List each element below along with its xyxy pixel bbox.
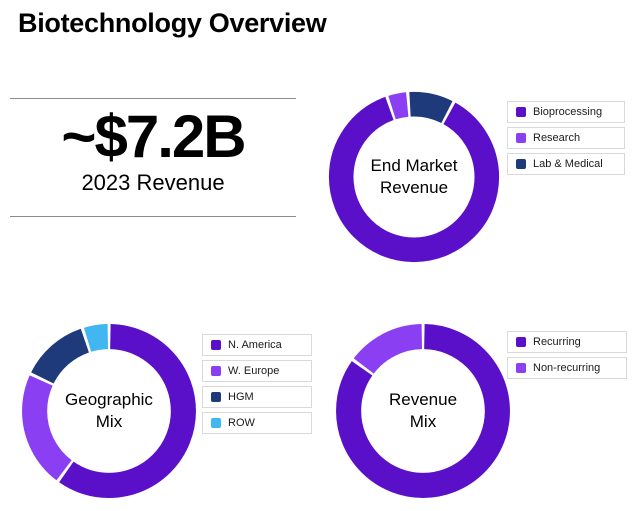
legend-item-lab-medical: Lab & Medical bbox=[507, 153, 625, 175]
donut-segment-lab-medical bbox=[328, 91, 500, 263]
revenue-mix-donut-chart: Revenue Mix bbox=[330, 318, 516, 504]
geographic-mix-donut-chart: Geographic Mix bbox=[16, 318, 202, 504]
donut-segment-recurring bbox=[336, 324, 510, 498]
legend-label: Recurring bbox=[533, 336, 581, 348]
page-title: Biotechnology Overview bbox=[18, 8, 327, 38]
donut-segment-n-america bbox=[22, 324, 196, 498]
geographic-mix-donut-svg bbox=[22, 324, 196, 498]
donut-segment-bioprocessing bbox=[328, 91, 500, 263]
legend-swatch-icon bbox=[516, 159, 526, 169]
revenue-mix-donut-svg bbox=[336, 324, 510, 498]
legend-label: Bioprocessing bbox=[533, 106, 603, 118]
legend-item-recurring: Recurring bbox=[507, 331, 627, 353]
legend-label: Lab & Medical bbox=[533, 158, 603, 170]
end-market-donut-svg bbox=[328, 91, 500, 263]
legend-item-hgm: HGM bbox=[202, 386, 312, 408]
legend-item-non-recurring: Non-recurring bbox=[507, 357, 627, 379]
legend-item-row: ROW bbox=[202, 412, 312, 434]
legend-swatch-icon bbox=[516, 363, 526, 373]
legend-swatch-icon bbox=[516, 107, 526, 117]
divider-top bbox=[10, 98, 296, 99]
geographic-mix-legend: N. America W. Europe HGM ROW bbox=[202, 334, 312, 434]
end-market-donut-chart: End Market Revenue bbox=[323, 86, 505, 268]
revenue-year-label: 2023 Revenue bbox=[81, 170, 225, 195]
legend-swatch-icon bbox=[516, 337, 526, 347]
legend-label: Research bbox=[533, 132, 581, 144]
divider-bottom bbox=[10, 216, 296, 217]
legend-label: Non-recurring bbox=[533, 362, 601, 374]
legend-label: N. America bbox=[228, 339, 282, 351]
legend-swatch-icon bbox=[211, 392, 221, 402]
legend-item-n-america: N. America bbox=[202, 334, 312, 356]
donut-segment-w-europe bbox=[22, 324, 196, 498]
legend-swatch-icon bbox=[211, 418, 221, 428]
legend-swatch-icon bbox=[516, 133, 526, 143]
legend-swatch-icon bbox=[211, 366, 221, 376]
legend-label: W. Europe bbox=[228, 365, 280, 377]
revenue-mix-legend: Recurring Non-recurring bbox=[507, 331, 627, 379]
legend-swatch-icon bbox=[211, 340, 221, 350]
legend-label: HGM bbox=[228, 391, 254, 403]
legend-item-research: Research bbox=[507, 127, 625, 149]
revenue-value: ~$7.2B bbox=[61, 103, 246, 170]
end-market-legend: Bioprocessing Research Lab & Medical bbox=[507, 101, 625, 175]
legend-item-bioprocessing: Bioprocessing bbox=[507, 101, 625, 123]
legend-item-w-europe: W. Europe bbox=[202, 360, 312, 382]
revenue-stat: ~$7.2B 2023 Revenue bbox=[10, 98, 296, 217]
legend-label: ROW bbox=[228, 417, 255, 429]
